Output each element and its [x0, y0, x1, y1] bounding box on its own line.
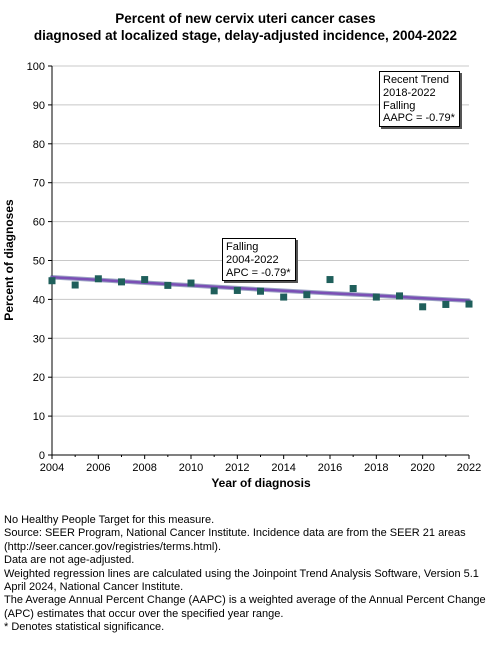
data-point-2009	[164, 281, 172, 289]
data-point-2017	[349, 285, 357, 293]
recent-trend-callout: Recent Trend 2018-2022 Falling AAPC = -0…	[379, 71, 460, 128]
recent-trend-aapc: AAPC = -0.79*	[383, 112, 455, 125]
data-point-2010	[187, 279, 195, 287]
overall-trend-period: 2004-2022	[226, 253, 279, 266]
footnote-significance: * Denotes statistical significance.	[4, 621, 165, 634]
y-tick-label-90: 90	[33, 100, 45, 112]
data-point-2012	[233, 286, 241, 294]
y-tick-label-0: 0	[39, 450, 45, 462]
footnote-source: Source: SEER Program, National Cancer In…	[4, 527, 466, 553]
tick-labels: 0 10 20 30 40 50 60 70 80 90 100 2004 2006 2008 2010 20…	[27, 61, 482, 474]
y-tick-label-10: 10	[33, 411, 45, 423]
data-point-2005	[71, 281, 79, 289]
footnotes: No Healthy People Target for this measur…	[4, 514, 490, 635]
chart-title-line-1: Percent of new cervix uteri cancer cases	[115, 11, 376, 26]
data-point-2006	[94, 275, 102, 283]
chart-title-line-2: diagnosed at localized stage, delay-adju…	[33, 28, 458, 43]
x-tick-label-2022: 2022	[457, 462, 481, 474]
footnote-age-adjusted: Data are not age-adjusted.	[4, 554, 135, 567]
footnote-regression: Weighted regression lines are calculated…	[4, 567, 479, 594]
data-point-2014	[280, 293, 288, 301]
axes	[48, 65, 470, 459]
x-tick-label-2004: 2004	[40, 462, 64, 474]
y-tick-label-30: 30	[33, 333, 45, 345]
x-tick-label-2016: 2016	[318, 462, 342, 474]
y-tick-label-20: 20	[33, 372, 45, 384]
data-point-2019	[396, 292, 403, 300]
x-tick-label-2014: 2014	[271, 462, 295, 474]
data-point-2015	[303, 291, 311, 299]
x-tick-label-2020: 2020	[410, 462, 434, 474]
footnote-target: No Healthy People Target for this measur…	[4, 514, 215, 526]
x-tick-label-2008: 2008	[132, 462, 156, 474]
data-point-2008	[141, 276, 149, 284]
data-point-2007	[118, 278, 125, 286]
x-tick-label-2006: 2006	[86, 462, 110, 474]
recent-trend-period: 2018-2022	[383, 86, 436, 99]
data-point-2022	[465, 300, 473, 308]
data-point-2011	[210, 287, 218, 295]
data-point-2016	[326, 276, 334, 284]
data-point-2020	[419, 303, 427, 311]
data-point-2021	[442, 300, 450, 308]
y-tick-label-60: 60	[33, 217, 45, 229]
y-tick-label-40: 40	[33, 294, 45, 306]
x-tick-label-2012: 2012	[225, 462, 249, 474]
data-point-2013	[257, 287, 264, 295]
y-tick-label-50: 50	[33, 256, 45, 268]
grid-lines	[52, 65, 469, 417]
y-axis-label: Percent of diagnoses	[2, 199, 16, 321]
chart-title: Percent of new cervix uteri cancer cases…	[0, 10, 491, 44]
data-points	[48, 275, 473, 311]
y-tick-label-100: 100	[27, 61, 45, 73]
footnote-aapc-definition: The Average Annual Percent Change (AAPC)…	[4, 594, 486, 620]
data-point-2004	[48, 277, 56, 285]
recent-trend-heading: Recent Trend	[383, 74, 450, 86]
overall-trend-direction: Falling	[226, 241, 259, 253]
data-point-2018	[372, 293, 380, 301]
chart-plot: 0 10 20 30 40 50 60 70 80 90 100 2004 2006 2008 2010 20…	[2, 61, 482, 490]
x-tick-label-2010: 2010	[179, 462, 203, 474]
y-tick-label-80: 80	[33, 139, 45, 151]
overall-trend-apc: APC = -0.79*	[226, 266, 291, 279]
overall-trend-callout: Falling 2004-2022 APC = -0.79*	[222, 238, 296, 282]
y-tick-label-70: 70	[33, 178, 45, 190]
x-axis-label: Year of diagnosis	[211, 476, 311, 490]
x-tick-label-2018: 2018	[364, 462, 388, 474]
recent-trend-direction: Falling	[383, 99, 416, 112]
